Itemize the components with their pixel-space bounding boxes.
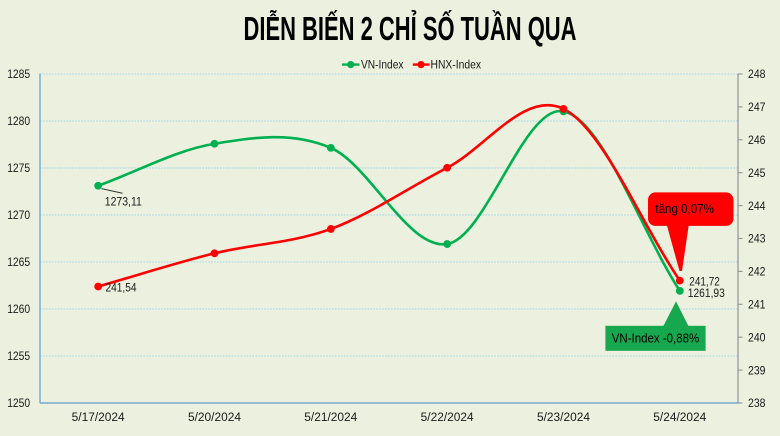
svg-text:240: 240 [748, 332, 766, 344]
svg-text:5/17/2024: 5/17/2024 [72, 412, 126, 424]
svg-text:5/21/2024: 5/21/2024 [304, 412, 358, 424]
svg-text:1250: 1250 [7, 398, 30, 410]
svg-text:242: 242 [748, 267, 766, 279]
svg-text:1265: 1265 [7, 257, 30, 269]
svg-text:1275: 1275 [7, 163, 30, 175]
svg-text:241,54: 241,54 [106, 282, 138, 294]
svg-text:tăng 0,07%: tăng 0,07% [655, 202, 714, 216]
svg-text:245: 245 [748, 168, 766, 180]
svg-text:5/24/2024: 5/24/2024 [653, 412, 707, 424]
svg-text:239: 239 [748, 365, 766, 377]
svg-text:VN-Index -0,88%: VN-Index -0,88% [612, 332, 700, 346]
svg-text:248: 248 [748, 69, 766, 81]
svg-text:241: 241 [748, 300, 766, 312]
svg-text:1260: 1260 [7, 304, 30, 316]
svg-text:1270: 1270 [7, 210, 30, 222]
svg-text:1261,93: 1261,93 [688, 288, 725, 300]
svg-text:1255: 1255 [7, 351, 30, 363]
svg-text:5/23/2024: 5/23/2024 [537, 412, 591, 424]
svg-text:1273,11: 1273,11 [105, 196, 142, 208]
svg-text:244: 244 [748, 201, 766, 213]
svg-text:246: 246 [748, 135, 766, 147]
svg-text:DIỄN BIẾN 2 CHỈ SỐ TUẦN QUA: DIỄN BIẾN 2 CHỈ SỐ TUẦN QUA [244, 9, 577, 47]
svg-text:1280: 1280 [7, 116, 30, 128]
svg-text:247: 247 [748, 102, 766, 114]
svg-text:241,72: 241,72 [689, 277, 720, 289]
svg-text:HNX-Index: HNX-Index [431, 60, 482, 72]
svg-text:VN-Index: VN-Index [361, 60, 404, 72]
svg-text:243: 243 [748, 234, 766, 246]
svg-text:1285: 1285 [7, 69, 30, 81]
svg-text:5/22/2024: 5/22/2024 [421, 412, 475, 424]
svg-text:238: 238 [748, 398, 766, 410]
svg-text:5/20/2024: 5/20/2024 [188, 412, 242, 424]
